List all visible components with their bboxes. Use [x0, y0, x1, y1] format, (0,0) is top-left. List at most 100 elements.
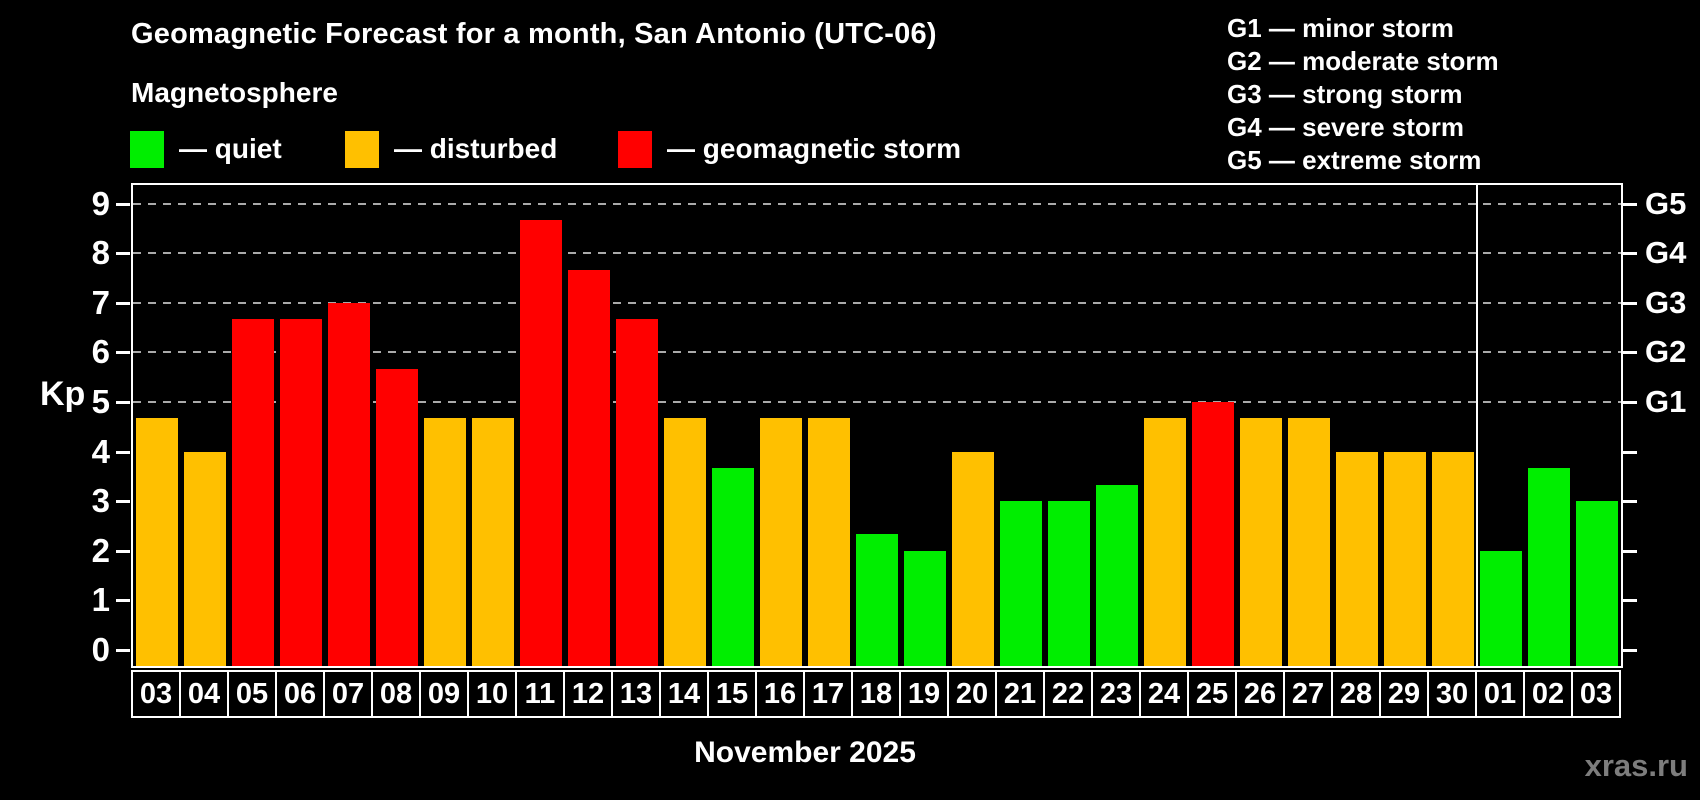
- kp-bar-day-19: [904, 550, 946, 666]
- day-label-03: 03: [1571, 670, 1621, 718]
- kp-bar-day-14: [664, 418, 706, 666]
- y-axis-tick-left: [116, 301, 130, 305]
- day-label-30: 30: [1427, 670, 1477, 718]
- g5-legend-line: G5 — extreme storm: [1227, 145, 1482, 175]
- y-axis-tick-label: 1: [91, 581, 110, 619]
- day-label-24: 24: [1139, 670, 1189, 718]
- day-label-16: 16: [755, 670, 805, 718]
- kp-bar-day-28: [1336, 451, 1378, 666]
- day-label-09: 09: [419, 670, 469, 718]
- day-label-19: 19: [899, 670, 949, 718]
- day-label-17: 17: [803, 670, 853, 718]
- y-axis-tick-right: [1623, 549, 1637, 553]
- y-axis-tick-left: [116, 549, 130, 553]
- kp-bar-day-04: [184, 451, 226, 666]
- day-label-15: 15: [707, 670, 757, 718]
- kp-bar-day-03: [1576, 501, 1618, 666]
- day-label-07: 07: [323, 670, 373, 718]
- y-axis-tick-right: [1623, 351, 1637, 355]
- y-axis-tick-label: 5: [91, 383, 110, 420]
- day-label-12: 12: [563, 670, 613, 718]
- x-axis-month-label: November 2025: [694, 736, 916, 769]
- kp-bar-day-10: [472, 418, 514, 666]
- y-axis-tick-right: [1623, 202, 1637, 206]
- day-label-26: 26: [1235, 670, 1285, 718]
- kp-bar-day-01: [1480, 550, 1522, 666]
- kp-bar-day-17: [808, 418, 850, 666]
- kp-bar-day-03: [136, 418, 178, 666]
- watermark: xras.ru: [1584, 748, 1688, 783]
- chart-title: Geomagnetic Forecast for a month, San An…: [131, 18, 937, 50]
- y-axis-tick-label: 6: [91, 333, 110, 371]
- gridline-kp-5: [133, 401, 1621, 403]
- day-label-25: 25: [1187, 670, 1237, 718]
- g3-legend-line: G3 — strong storm: [1227, 79, 1463, 109]
- kp-bar-day-06: [280, 319, 322, 666]
- kp-bar-day-05: [232, 319, 274, 666]
- y-axis-tick-left: [116, 599, 130, 603]
- quiet-color-swatch: [130, 130, 164, 168]
- day-label-20: 20: [947, 670, 997, 718]
- kp-bar-day-27: [1288, 418, 1330, 666]
- day-label-22: 22: [1043, 670, 1093, 718]
- month-divider-line: [1476, 185, 1478, 666]
- day-label-04: 04: [179, 670, 229, 718]
- y-axis-tick-label: 2: [91, 531, 110, 569]
- y-axis-tick-label: 7: [91, 283, 110, 321]
- kp-bar-day-12: [568, 269, 610, 666]
- day-label-08: 08: [371, 670, 421, 718]
- day-label-27: 27: [1283, 670, 1333, 718]
- g-axis-label-g4: G4: [1645, 235, 1687, 271]
- legend-label-quiet: — quiet: [179, 133, 282, 164]
- y-axis-tick-right: [1623, 401, 1637, 404]
- day-label-21: 21: [995, 670, 1045, 718]
- kp-bar-day-26: [1240, 418, 1282, 666]
- kp-bar-day-13: [616, 319, 658, 666]
- day-label-05: 05: [227, 670, 277, 718]
- y-axis-tick-left: [116, 351, 130, 355]
- y-axis-tick-label: 3: [91, 482, 110, 520]
- chart-subtitle: Magnetosphere: [131, 77, 338, 108]
- y-axis-tick-left: [116, 202, 130, 206]
- day-label-18: 18: [851, 670, 901, 718]
- g2-legend-line: G2 — moderate storm: [1227, 46, 1499, 76]
- day-label-23: 23: [1091, 670, 1141, 718]
- day-label-11: 11: [515, 670, 565, 718]
- y-axis-tick-right: [1623, 450, 1637, 454]
- kp-bar-day-25: [1192, 402, 1234, 666]
- day-label-13: 13: [611, 670, 661, 718]
- kp-bar-day-24: [1144, 418, 1186, 666]
- g4-legend-line: G4 — severe storm: [1227, 112, 1465, 142]
- gridline-kp-7: [133, 301, 1621, 304]
- g-axis-label-g1: G1: [1645, 384, 1687, 419]
- y-axis-tick-right: [1623, 500, 1637, 504]
- kp-bar-day-23: [1096, 484, 1138, 666]
- storm-color-swatch: [618, 130, 652, 168]
- day-label-01: 01: [1475, 670, 1525, 718]
- disturbed-color-swatch: [345, 130, 379, 168]
- legend-label-disturbed: — disturbed: [394, 133, 558, 164]
- y-axis-tick-right: [1623, 599, 1637, 603]
- day-label-02: 02: [1523, 670, 1573, 718]
- legend-label-storm: — geomagnetic storm: [667, 133, 962, 164]
- y-axis-tick-right: [1623, 252, 1637, 256]
- g-axis-label-g2: G2: [1645, 334, 1687, 370]
- day-label-03: 03: [131, 670, 181, 718]
- kp-bar-day-02: [1528, 467, 1570, 666]
- y-axis-tick-label: 4: [91, 432, 110, 470]
- kp-bar-day-09: [424, 418, 466, 666]
- kp-bar-day-18: [856, 534, 898, 666]
- kp-bar-day-21: [1000, 501, 1042, 666]
- kp-bar-day-30: [1432, 451, 1474, 666]
- y-axis-tick-label: 0: [91, 631, 110, 668]
- y-axis-title: Kp: [40, 375, 86, 413]
- g-axis-label-g3: G3: [1645, 284, 1687, 320]
- gridline-kp-9: [133, 202, 1621, 205]
- kp-bar-day-08: [376, 368, 418, 666]
- y-axis-tick-right: [1623, 301, 1637, 305]
- gridline-kp-8: [133, 252, 1621, 255]
- kp-bar-day-15: [712, 467, 754, 666]
- g-scale-legend: G1 — minor storm G2 — moderate storm G3 …: [1227, 12, 1499, 177]
- kp-bar-day-07: [328, 302, 370, 666]
